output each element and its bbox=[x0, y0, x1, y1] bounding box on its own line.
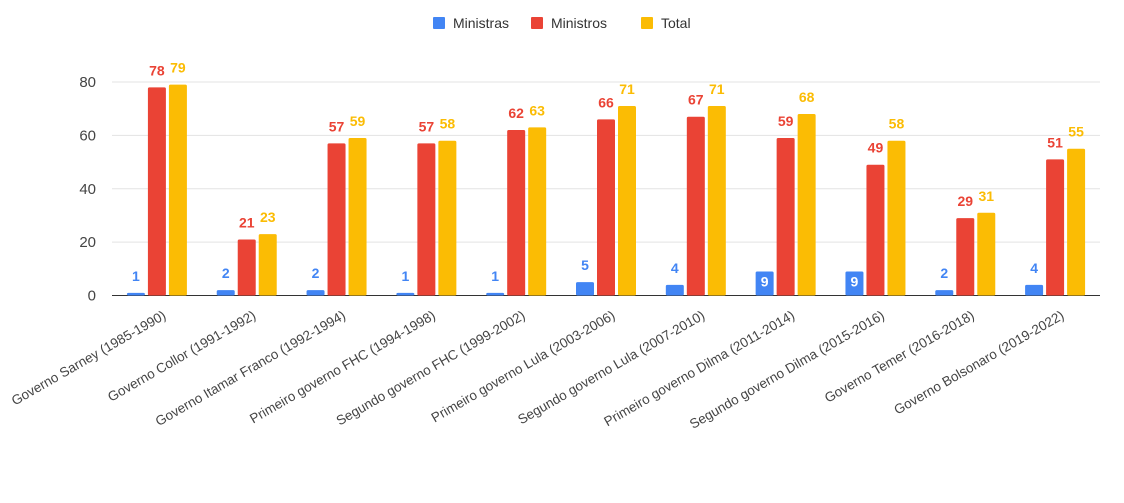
bar-total bbox=[528, 127, 547, 296]
data-label: 58 bbox=[440, 116, 456, 132]
x-tick-label: Governo Bolsonaro (2019-2022) bbox=[891, 308, 1066, 418]
bar-total bbox=[887, 140, 906, 296]
bar-ministros bbox=[507, 130, 526, 296]
data-label: 1 bbox=[401, 268, 409, 284]
bar-ministras bbox=[1025, 284, 1044, 296]
y-tick-label: 40 bbox=[79, 181, 96, 198]
bar-ministras bbox=[216, 290, 235, 296]
bar-total bbox=[348, 138, 367, 296]
bar-total bbox=[618, 106, 636, 296]
legend-label: Total bbox=[661, 15, 691, 31]
legend-swatch-ministros bbox=[531, 17, 543, 29]
x-tick-label: Governo Temer (2016-2018) bbox=[822, 308, 977, 406]
x-tick-label: Governo Sarney (1985-1990) bbox=[9, 308, 169, 409]
legend-swatch-ministras bbox=[433, 17, 445, 29]
data-label: 58 bbox=[889, 116, 905, 132]
bar-ministros bbox=[597, 119, 615, 296]
data-label: 4 bbox=[671, 260, 679, 276]
data-label: 29 bbox=[957, 193, 973, 209]
bar-total bbox=[797, 114, 816, 296]
data-label: 51 bbox=[1047, 134, 1063, 150]
bar-ministros bbox=[417, 143, 436, 296]
y-tick-label: 80 bbox=[79, 74, 96, 91]
data-label: 55 bbox=[1068, 124, 1084, 140]
bar-total bbox=[438, 140, 457, 296]
legend: Ministras Ministros Total bbox=[433, 15, 691, 31]
bar-total bbox=[168, 84, 187, 296]
data-label: 71 bbox=[709, 81, 725, 97]
data-label: 1 bbox=[491, 268, 499, 284]
data-label: 79 bbox=[170, 60, 186, 76]
bar-ministras bbox=[665, 284, 684, 296]
data-label: 63 bbox=[529, 102, 545, 118]
bar-ministras bbox=[486, 292, 505, 296]
data-label: 2 bbox=[940, 265, 948, 281]
data-label: 59 bbox=[778, 113, 794, 129]
bar-ministros bbox=[147, 87, 166, 296]
data-label: 71 bbox=[619, 81, 635, 97]
data-label: 49 bbox=[868, 140, 884, 156]
y-tick-label: 20 bbox=[79, 234, 96, 251]
x-tick-label: Primeiro governo Lula (2003-2006) bbox=[429, 308, 618, 426]
bar-total bbox=[977, 212, 996, 296]
y-tick-label: 0 bbox=[88, 288, 96, 305]
data-label: 1 bbox=[132, 268, 140, 284]
bar-ministras bbox=[306, 290, 325, 296]
data-labels: 1 78 79 2 21 23 2 57 59 1 57 58 1 62 63 5 66 71 4 67 71 9 59 68… bbox=[132, 60, 1084, 290]
bar-ministros bbox=[237, 239, 256, 296]
legend-swatch-total bbox=[641, 17, 653, 29]
bar-ministras bbox=[576, 282, 594, 296]
bar-total bbox=[1067, 148, 1086, 296]
bar-ministras bbox=[126, 292, 145, 296]
bar-ministros bbox=[866, 164, 885, 296]
x-tick-label: Segundo governo Lula (2007-2010) bbox=[515, 308, 707, 428]
bar-ministros bbox=[1046, 159, 1065, 296]
data-label: 21 bbox=[239, 214, 255, 230]
data-label: 9 bbox=[851, 273, 859, 289]
bar-total bbox=[707, 106, 726, 296]
data-label: 78 bbox=[149, 62, 165, 78]
data-label: 23 bbox=[260, 209, 276, 225]
bar-ministras bbox=[845, 271, 864, 296]
data-label: 57 bbox=[419, 118, 435, 134]
data-label: 59 bbox=[350, 113, 366, 129]
bar-ministros bbox=[956, 218, 975, 296]
data-label: 68 bbox=[799, 89, 815, 105]
x-tick-label: Primeiro governo FHC (1994-1998) bbox=[247, 308, 438, 427]
data-label: 4 bbox=[1030, 260, 1038, 276]
data-label: 66 bbox=[598, 94, 614, 110]
data-label: 57 bbox=[329, 118, 345, 134]
data-label: 9 bbox=[761, 273, 769, 289]
y-tick-label: 60 bbox=[79, 127, 96, 144]
x-tick-label: Governo Collor (1991-1992) bbox=[105, 308, 258, 405]
bar-ministras bbox=[935, 290, 954, 296]
bars bbox=[126, 84, 1086, 296]
data-label: 2 bbox=[312, 265, 320, 281]
y-axis: 0 20 40 60 80 bbox=[79, 74, 96, 305]
data-label: 2 bbox=[222, 265, 230, 281]
legend-label: Ministras bbox=[453, 15, 509, 31]
x-axis: Governo Sarney (1985-1990)Governo Collor… bbox=[9, 308, 1067, 432]
data-label: 31 bbox=[978, 188, 994, 204]
bar-total bbox=[258, 234, 277, 296]
legend-label: Ministros bbox=[551, 15, 607, 31]
data-label: 67 bbox=[688, 92, 704, 108]
bar-ministros bbox=[776, 138, 795, 296]
bar-ministros bbox=[686, 116, 705, 296]
bar-ministros bbox=[327, 143, 346, 296]
bar-ministras bbox=[755, 271, 774, 296]
bar-ministras bbox=[396, 292, 415, 296]
data-label: 5 bbox=[581, 257, 589, 273]
data-label: 62 bbox=[508, 105, 524, 121]
